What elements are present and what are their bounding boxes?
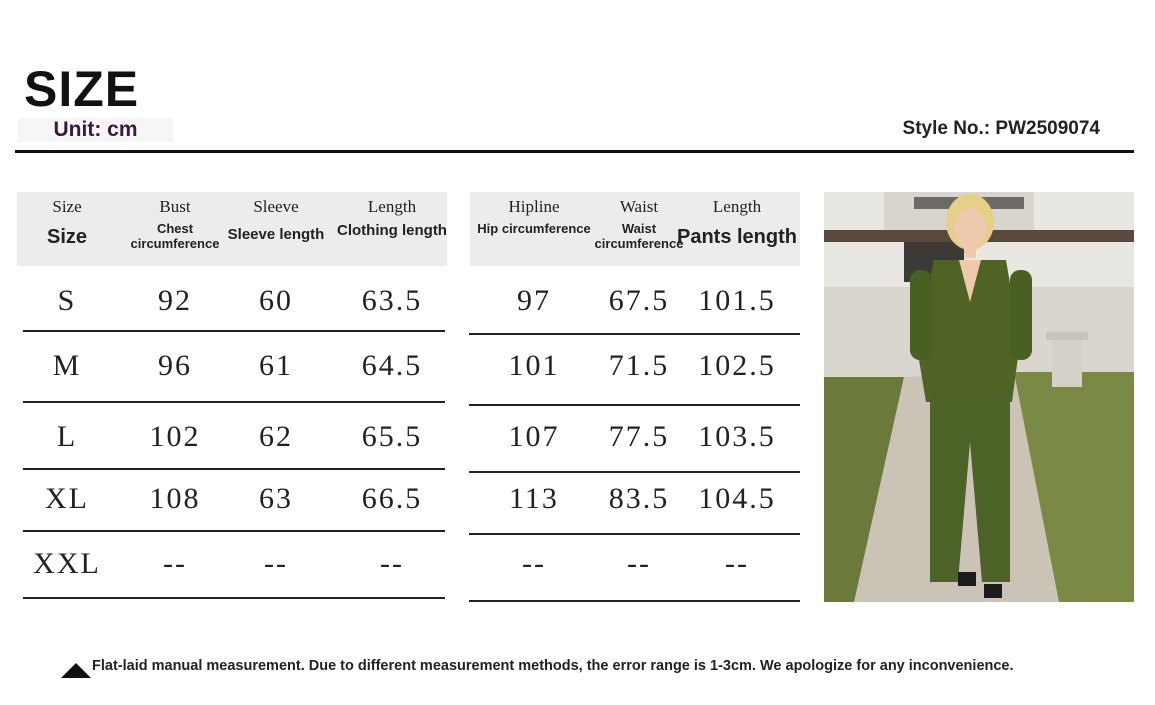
row-divider — [469, 471, 800, 473]
row-divider — [469, 404, 800, 406]
measurement: 62 — [259, 420, 293, 453]
measurement: -- — [163, 547, 187, 580]
column-subheader: Chest circumference — [130, 221, 220, 251]
column-subheader: Waist circumference — [594, 221, 684, 251]
column-subheader: Pants length — [676, 226, 797, 248]
measurement: 113 — [509, 482, 559, 515]
measurement: 77.5 — [608, 420, 670, 453]
measurement: 108 — [149, 482, 201, 515]
column-header: Waist — [619, 197, 659, 216]
size-label: M — [52, 349, 82, 382]
measurement: 64.5 — [361, 349, 423, 382]
measurement: 71.5 — [608, 349, 670, 382]
row-divider — [469, 333, 800, 335]
size-label: XL — [45, 482, 89, 515]
measurement: 107 — [508, 420, 560, 453]
unit: Unit: cm — [18, 118, 173, 142]
column-header: Hipline — [508, 197, 560, 216]
column-header: Length — [712, 197, 762, 216]
row-divider — [23, 597, 445, 599]
row-divider — [23, 330, 445, 332]
measurement: 61 — [259, 349, 293, 382]
measurement: 63.5 — [361, 284, 423, 317]
row-divider — [23, 401, 445, 403]
measurement: 83.5 — [608, 482, 670, 515]
measurement: 67.5 — [608, 284, 670, 317]
measurement: -- — [264, 547, 288, 580]
column-header: Sleeve — [253, 197, 299, 216]
measurement: 65.5 — [361, 420, 423, 453]
column-header: Bust — [159, 197, 191, 216]
column-subheader: Hip circumference — [477, 221, 591, 236]
model-photo — [824, 192, 1134, 602]
measurement: 101.5 — [698, 284, 776, 317]
warning-triangle — [61, 663, 91, 678]
column-header: Size — [52, 197, 82, 216]
column-subheader: Sleeve length — [227, 226, 325, 243]
measurement: -- — [627, 547, 651, 580]
row-divider — [469, 533, 800, 535]
style-number: Style No.: PW2509074 — [902, 118, 1100, 139]
size-label: S — [57, 284, 77, 317]
column-subheader: Size — [46, 226, 88, 248]
column-header: Length — [367, 197, 417, 216]
measurement: 102 — [149, 420, 201, 453]
measurement: 97 — [517, 284, 551, 317]
title: SIZE — [24, 61, 140, 117]
column-subheader: Clothing length — [337, 222, 447, 239]
measurement: -- — [522, 547, 546, 580]
divider — [15, 150, 1134, 153]
header-background — [17, 192, 447, 266]
measurement: 104.5 — [698, 482, 776, 515]
row-divider — [469, 600, 800, 602]
measurement: 92 — [158, 284, 192, 317]
size-label: L — [56, 420, 78, 453]
measurement: 60 — [259, 284, 293, 317]
measurement: 102.5 — [698, 349, 776, 382]
row-divider — [23, 530, 445, 532]
row-divider — [23, 468, 445, 470]
measurement: -- — [725, 547, 749, 580]
note: Flat-laid manual measurement. Due to dif… — [92, 658, 1014, 674]
size-label: XXL — [33, 547, 101, 580]
measurement: -- — [380, 547, 404, 580]
header-background — [470, 192, 800, 266]
measurement: 103.5 — [698, 420, 776, 453]
measurement: 96 — [158, 349, 192, 382]
measurement: 63 — [259, 482, 293, 515]
measurement: 66.5 — [361, 482, 423, 515]
measurement: 101 — [508, 349, 560, 382]
